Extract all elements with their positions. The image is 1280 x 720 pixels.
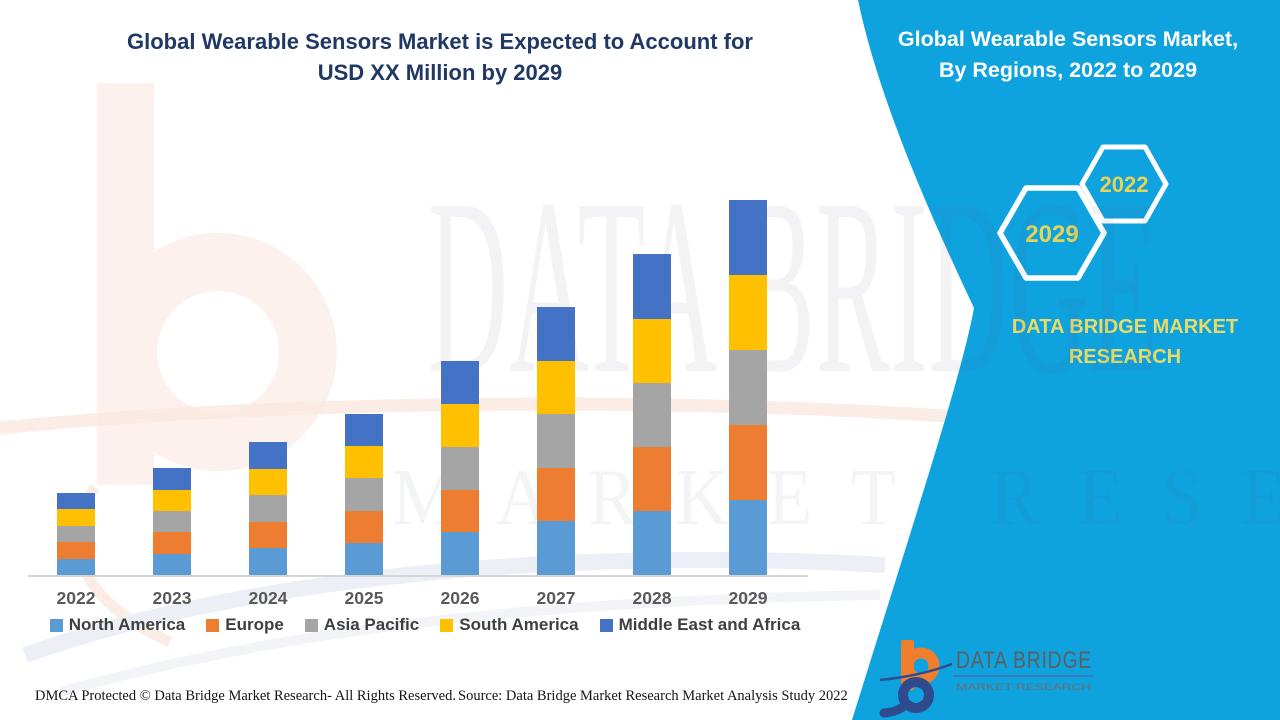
bar-segment-north-america [345,542,383,575]
bar-segment-europe [537,467,575,522]
x-axis-label-2027: 2027 [536,588,576,608]
legend-swatch-icon [206,618,220,632]
bar-segment-asia-pacific [441,446,479,490]
legend-item-south-america: South America [440,615,579,635]
banner-brand-name: DATA BRIDGE MARKET RESEARCH [985,312,1265,372]
footer-source-text: Source: Data Bridge Market Research Mark… [458,688,848,704]
bar-segment-middle-east-and-africa [57,492,95,509]
bar-segment-south-america [249,468,287,496]
bar-segment-south-america [57,509,95,526]
bar-segment-north-america [57,558,95,575]
ribbon-shape [852,0,1280,720]
x-axis-label-2024: 2024 [248,588,288,608]
x-axis-label-2022: 2022 [56,588,96,608]
legend-swatch-icon [440,618,454,632]
legend-swatch-icon [49,618,63,632]
banner-brand-line1: DATA BRIDGE MARKET [1011,316,1239,338]
x-axis-label-2028: 2028 [632,588,672,608]
bar-segment-europe [249,521,287,549]
legend-swatch-icon [304,618,318,632]
logo-d-swoosh-icon [898,677,934,713]
banner-heading-line2: By Regions, 2022 to 2029 [938,58,1198,82]
bar-segment-middle-east-and-africa [345,413,383,446]
footer-dmca-text: DMCA Protected © Data Bridge Market Rese… [35,688,456,704]
bar-segment-north-america [729,500,767,575]
bar-segment-asia-pacific [345,478,383,511]
legend-item-middle-east-and-africa: Middle East and Africa [599,615,801,635]
bar-segment-middle-east-and-africa [633,254,671,319]
bar-segment-south-america [153,489,191,511]
hexagon-badge-2029-label: 2029 [1025,221,1078,248]
bar-segment-south-america [441,404,479,447]
bar-segment-europe [729,425,767,500]
x-axis-label-2026: 2026 [440,588,480,608]
bar-segment-europe [633,446,671,511]
chart-title-line1: Global Wearable Sensors Market is Expect… [127,29,753,54]
legend-item-asia-pacific: Asia Pacific [304,615,420,635]
logo-swoosh-line-icon [879,662,953,682]
bar-segment-middle-east-and-africa [249,441,287,469]
hexagon-badge-2022-label: 2022 [1100,172,1149,197]
chart-legend: North America Europe Asia Pacific South Ame… [25,615,825,635]
legend-label: Europe [225,615,284,634]
legend-item-north-america: North America [49,615,186,635]
bar-segment-middle-east-and-africa [537,306,575,361]
bar-segment-asia-pacific [729,350,767,425]
bar-segment-europe [153,532,191,554]
x-axis-label-2029: 2029 [728,588,768,608]
legend-label: Middle East and Africa [618,615,801,634]
x-axis-label-2023: 2023 [152,588,192,608]
bar-segment-asia-pacific [633,382,671,447]
bar-segment-asia-pacific [249,495,287,522]
legend-label: South America [459,615,579,634]
chart-title-line2: USD XX Million by 2029 [317,60,563,85]
logo-tagline-text: MARKET RESEARCH [956,682,1091,692]
banner-brand-line2: RESEARCH [1068,346,1182,368]
bar-segment-middle-east-and-africa [441,361,479,404]
bar-segment-north-america [633,510,671,575]
legend-label: North America [68,615,186,634]
stacked-bar-chart: 2022 2023 2024 2025 2026 2027 2028 2029 [28,200,808,608]
logo-name-text: DATA BRIDGE [956,647,1092,674]
logo-swoosh-tail-icon [879,700,910,718]
bar-segment-south-america [537,360,575,415]
bar-segment-north-america [153,553,191,575]
bar-segment-south-america [345,446,383,479]
bar-segment-asia-pacific [537,414,575,468]
legend-item-europe: Europe [206,615,284,635]
x-axis-line [28,575,808,577]
bar-segment-north-america [537,521,575,575]
bar-segment-europe [57,542,95,559]
hexagon-badge-2029 [997,185,1107,281]
bar-segment-europe [345,510,383,543]
banner-heading: Global Wearable Sensors Market, By Regio… [872,24,1264,86]
legend-label: Asia Pacific [323,615,420,634]
banner-heading-line1: Global Wearable Sensors Market, [897,27,1239,51]
bar-segment-south-america [633,318,671,383]
bar-segment-asia-pacific [153,510,191,533]
x-axis-label-2025: 2025 [344,588,384,608]
bar-segment-asia-pacific [57,525,95,542]
bar-segment-south-america [729,275,767,350]
bar-segment-middle-east-and-africa [153,468,191,490]
hexagon-badge-2022 [1079,144,1169,224]
bar-segment-middle-east-and-africa [729,200,767,275]
bar-segment-north-america [441,532,479,575]
chart-title: Global Wearable Sensors Market is Expect… [60,26,820,88]
bar-segment-europe [441,489,479,533]
bar-segment-north-america [249,548,287,575]
legend-swatch-icon [599,618,613,632]
